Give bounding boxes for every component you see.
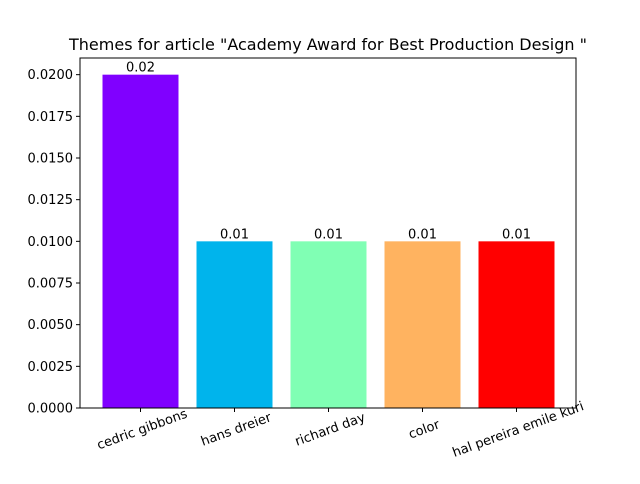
- y-tick-label: 0.0100: [28, 235, 74, 250]
- plot-frame: [79, 57, 577, 409]
- x-tick-label: cedric gibbons: [95, 407, 190, 454]
- x-tick-label: richard day: [293, 410, 368, 449]
- y-tick-label: 0.0075: [28, 277, 74, 292]
- bar: [384, 241, 461, 408]
- y-tick-label: 0.0050: [28, 318, 74, 333]
- data-label: 0.01: [502, 227, 531, 242]
- y-tick-label: 0.0200: [28, 68, 74, 83]
- bar: [290, 241, 367, 408]
- bar: [478, 241, 555, 408]
- y-tick-label: 0.0000: [28, 402, 74, 417]
- data-label: 0.01: [220, 227, 249, 242]
- data-label: 0.01: [314, 227, 343, 242]
- data-labels-layer: 0.02 0.01 0.01 0.01 0.01: [126, 61, 531, 243]
- data-label: 0.01: [408, 227, 437, 242]
- y-tick-label: 0.0025: [28, 360, 74, 375]
- y-tick-label: 0.0125: [28, 193, 74, 208]
- y-axis: 0.0000 0.0025 0.0050 0.0075 0.0100 0.0125 0.01…: [28, 68, 80, 417]
- bars-layer: [102, 74, 555, 409]
- x-tick-label: hans dreier: [199, 410, 274, 449]
- y-tick-label: 0.0150: [28, 152, 74, 167]
- data-label: 0.02: [126, 61, 155, 76]
- bar: [102, 74, 179, 409]
- chart-title: Themes for article "Academy Award for Be…: [68, 35, 587, 54]
- bar: [196, 241, 273, 408]
- x-tick-label: color: [407, 417, 443, 442]
- y-tick-label: 0.0175: [28, 110, 74, 125]
